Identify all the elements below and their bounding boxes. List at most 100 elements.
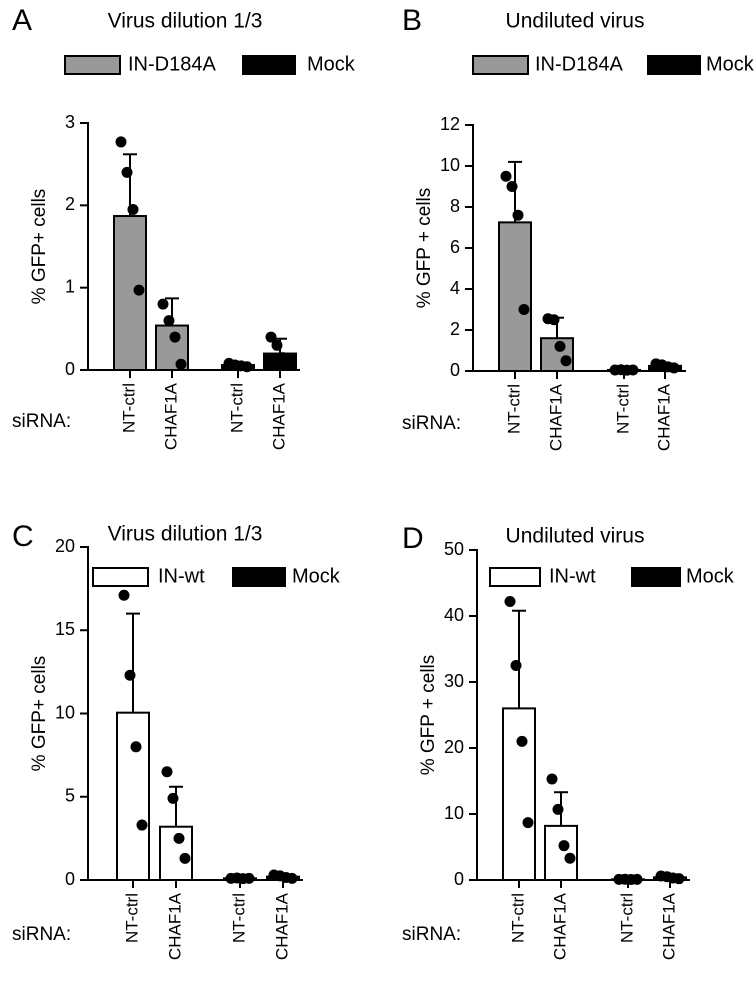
data-point	[504, 595, 516, 607]
y-axis-label: % GFP+ cells	[29, 189, 50, 305]
data-point	[506, 181, 518, 192]
data-point	[558, 840, 570, 852]
panel-title: Virus dilution 1/3	[108, 523, 263, 546]
y-tick-label: 40	[444, 605, 464, 625]
data-point	[564, 852, 576, 864]
legend-swatch	[64, 55, 121, 75]
y-tick-label: 50	[444, 539, 464, 559]
legend-label: Mock	[292, 565, 341, 587]
data-point	[668, 362, 680, 374]
panel-title: Undiluted virus	[506, 525, 645, 548]
data-point	[121, 166, 133, 178]
data-point	[241, 361, 253, 373]
data-point	[560, 355, 572, 367]
y-tick-label: 1	[65, 276, 75, 296]
legend-label: IN-wt	[158, 565, 205, 587]
row-label: siRNA:	[12, 924, 71, 945]
data-point	[500, 170, 512, 182]
data-point	[518, 304, 530, 315]
data-point	[516, 735, 528, 747]
x-tick-label: CHAF1A	[161, 382, 180, 450]
y-tick-label: 0	[454, 869, 464, 889]
legend-label: Mock	[686, 565, 735, 587]
panel-letter: D	[402, 522, 424, 555]
x-tick-label: CHAF1A	[165, 892, 184, 960]
y-tick-label: 10	[440, 155, 460, 175]
x-tick-label: NT-ctrl	[227, 383, 246, 433]
data-point	[554, 340, 566, 352]
y-tick-label: 30	[444, 671, 464, 691]
data-point	[548, 314, 560, 326]
x-tick-label: NT-ctrl	[122, 893, 141, 943]
y-tick-label: 4	[450, 278, 460, 298]
x-tick-label: CHAF1A	[654, 383, 673, 451]
data-point	[173, 832, 185, 844]
x-tick-label: NT-ctrl	[229, 893, 248, 943]
data-point	[115, 136, 127, 148]
y-tick-label: 2	[450, 319, 460, 339]
legend-label: IN-D184A	[128, 53, 216, 75]
data-point	[243, 872, 255, 884]
x-tick-label: CHAF1A	[269, 382, 288, 450]
row-label: siRNA:	[402, 924, 461, 945]
y-tick-label: 8	[450, 196, 460, 216]
panel-letter: C	[12, 520, 34, 553]
data-point	[161, 766, 173, 778]
data-point	[552, 803, 564, 815]
data-point	[673, 873, 685, 885]
bar	[544, 824, 578, 882]
x-tick-label: CHAF1A	[272, 892, 291, 960]
legend-swatch	[647, 55, 701, 75]
data-point	[130, 741, 142, 753]
data-point	[136, 819, 148, 831]
data-point	[627, 364, 639, 376]
data-point	[169, 331, 181, 343]
panel-letter: B	[402, 4, 422, 37]
data-point	[265, 331, 277, 343]
y-axis-label: % GFP + cells	[414, 188, 435, 309]
x-tick-label: NT-ctrl	[508, 893, 527, 943]
y-tick-label: 0	[450, 360, 460, 380]
data-point	[179, 852, 191, 864]
data-point	[283, 356, 295, 368]
legend-swatch	[489, 567, 541, 587]
bar	[502, 707, 536, 882]
panel-title: Undiluted virus	[506, 10, 645, 33]
legend-label: IN-D184A	[535, 53, 623, 75]
y-tick-label: 0	[65, 359, 75, 379]
legend-swatch	[232, 567, 286, 587]
y-tick-label: 20	[55, 536, 75, 556]
data-point	[286, 872, 298, 884]
data-point	[157, 298, 169, 310]
x-tick-label: NT-ctrl	[504, 384, 523, 434]
data-point	[124, 669, 136, 681]
data-point	[522, 817, 534, 829]
legend-swatch	[92, 567, 149, 587]
x-tick-label: CHAF1A	[550, 892, 569, 960]
data-point	[546, 773, 558, 785]
legend-label: Mock	[706, 53, 755, 75]
y-tick-label: 5	[65, 786, 75, 806]
y-tick-label: 3	[65, 112, 75, 132]
data-point	[175, 358, 187, 370]
data-point	[163, 315, 175, 327]
y-axis-label: % GFP + cells	[418, 655, 439, 776]
bar	[116, 711, 150, 881]
bar	[498, 221, 532, 372]
data-point	[133, 284, 145, 296]
row-label: siRNA:	[12, 411, 71, 432]
x-tick-label: NT-ctrl	[617, 893, 636, 943]
data-point	[167, 792, 179, 804]
y-tick-label: 10	[444, 803, 464, 823]
x-tick-label: CHAF1A	[659, 892, 678, 960]
data-point	[271, 339, 283, 351]
y-tick-label: 12	[440, 114, 460, 134]
y-tick-label: 2	[65, 194, 75, 214]
x-tick-label: NT-ctrl	[613, 384, 632, 434]
y-axis-label: % GFP+ cells	[29, 656, 50, 772]
y-tick-label: 20	[444, 737, 464, 757]
legend-swatch	[631, 567, 681, 587]
legend-swatch	[242, 55, 296, 75]
data-point	[118, 589, 130, 601]
